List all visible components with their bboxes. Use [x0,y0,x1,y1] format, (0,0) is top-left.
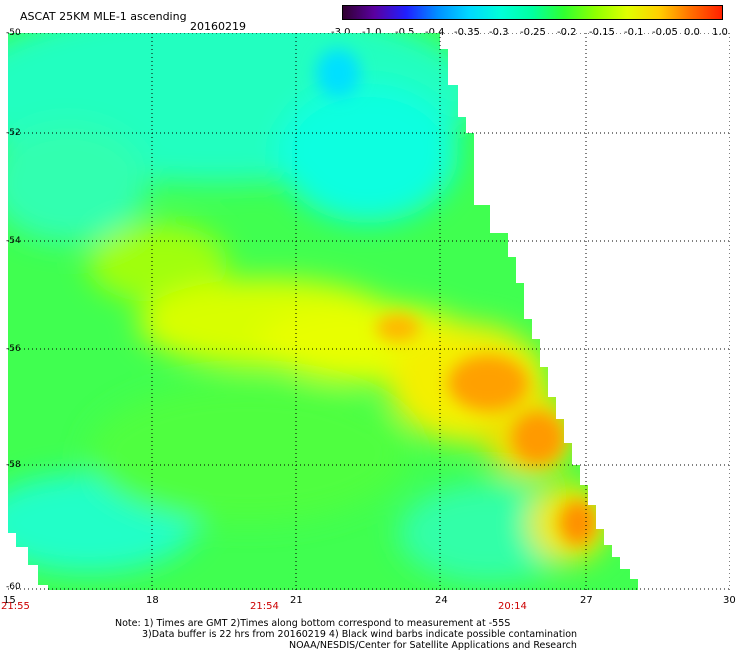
wind-field-map [8,33,730,590]
cb-tick: -0.2 [557,27,577,38]
figure-date: 20160219 [190,20,246,33]
lon-label: 18 [146,595,159,606]
cb-tick: 1.0 [712,27,728,38]
lon-label: 15 [3,595,16,606]
time-label: 21:54 [250,601,279,612]
lon-label: 27 [580,595,593,606]
note-line: 3)Data buffer is 22 hrs from 20160219 4)… [142,629,578,640]
cb-tick: -0.35 [454,27,480,38]
lon-label: 24 [435,595,448,606]
cb-tick: -0.15 [589,27,615,38]
lat-label: -56 [6,344,21,354]
time-label: 20:14 [498,601,527,612]
cb-tick: -0.3 [489,27,509,38]
lon-label: 30 [723,595,736,606]
cb-tick: -1.0 [362,27,382,38]
lon-label: 21 [290,595,303,606]
swath-data [8,33,638,590]
lat-label: -60 [6,582,21,592]
lat-label: -58 [6,460,21,470]
note-line: NOAA/NESDIS/Center for Satellite Applica… [289,640,577,650]
time-label: 21:55 [1,601,30,612]
cb-tick: -0.4 [425,27,445,38]
lat-label: -50 [6,28,21,38]
note-line: Note: 1) Times are GMT 2)Times along bot… [115,618,511,629]
lat-label: -52 [6,128,21,138]
graticule [8,33,730,590]
lat-label: -54 [6,236,21,246]
figure-title: ASCAT 25KM MLE-1 ascending [20,10,187,23]
colorbar [342,5,723,20]
cb-tick: 0.0 [684,27,700,38]
cb-tick: -0.1 [624,27,644,38]
